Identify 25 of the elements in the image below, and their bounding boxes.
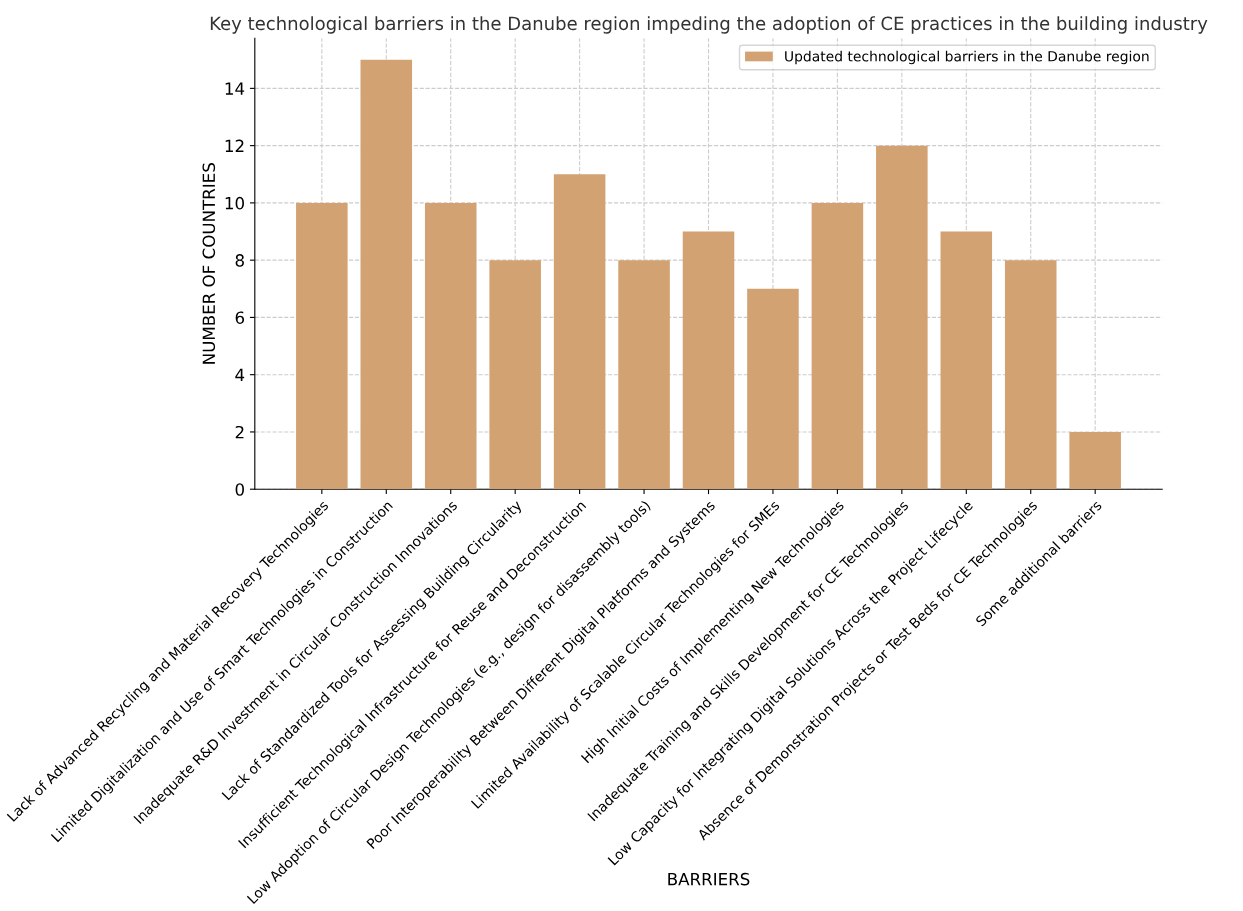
y-tick-label: 14 xyxy=(225,82,245,95)
y-tick-label: 0 xyxy=(235,483,244,496)
bar xyxy=(553,174,606,490)
y-axis-title: NUMBER OF COUNTRIES xyxy=(202,163,216,364)
bar xyxy=(1069,431,1121,490)
bar xyxy=(360,59,413,490)
y-tick-label: 6 xyxy=(235,311,245,324)
y-tick-label: 12 xyxy=(225,139,244,152)
x-axis-title: BARRIERS xyxy=(668,872,750,886)
y-tick-label: 2 xyxy=(235,425,244,439)
y-tick-label: 8 xyxy=(235,254,244,267)
chart-title: Key technological barriers in the Danube region impeding the adoption of CE practices in the building industry xyxy=(210,16,1208,34)
y-tick-label: 4 xyxy=(235,368,245,382)
bar xyxy=(747,288,799,490)
bar xyxy=(424,202,477,490)
bar xyxy=(876,145,928,490)
bar xyxy=(296,202,348,490)
bar xyxy=(618,260,670,490)
bar xyxy=(940,231,993,490)
bar xyxy=(489,260,541,490)
bar xyxy=(1004,260,1057,490)
bar xyxy=(811,202,864,490)
legend-label: Updated technological barriers in the Danube region xyxy=(785,50,1149,65)
y-tick-label: 10 xyxy=(225,196,244,210)
bar xyxy=(682,231,735,490)
